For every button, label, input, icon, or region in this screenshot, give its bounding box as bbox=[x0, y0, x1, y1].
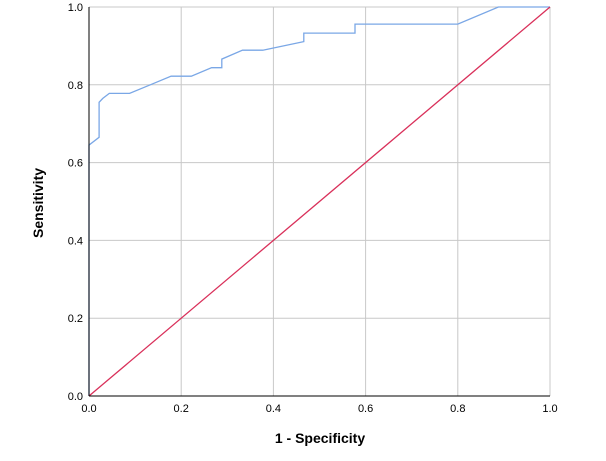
y-tick-label: 0.0 bbox=[68, 391, 83, 403]
y-tick-label: 0.8 bbox=[68, 80, 83, 92]
y-tick-label: 1.0 bbox=[68, 2, 83, 14]
x-axis-title: 1 - Specificity bbox=[275, 430, 365, 446]
y-axis-title: Sensitivity bbox=[30, 168, 46, 238]
y-tick-label: 0.2 bbox=[68, 313, 83, 325]
y-axis-ticks: 0.0 0.2 0.4 0.6 0.8 1.0 bbox=[68, 2, 83, 403]
x-tick-label: 0.6 bbox=[358, 403, 373, 415]
roc-curve-line bbox=[88, 6, 550, 396]
x-tick-label: 0.0 bbox=[81, 403, 96, 415]
series-layer bbox=[88, 6, 551, 397]
reference-diagonal-line bbox=[88, 6, 551, 397]
x-tick-label: 1.0 bbox=[542, 403, 557, 415]
x-tick-label: 0.8 bbox=[450, 403, 465, 415]
y-tick-label: 0.4 bbox=[68, 235, 83, 247]
x-tick-label: 0.4 bbox=[266, 403, 281, 415]
x-axis-ticks: 0.0 0.2 0.4 0.6 0.8 1.0 bbox=[81, 403, 557, 415]
x-tick-label: 0.2 bbox=[174, 403, 189, 415]
y-tick-label: 0.6 bbox=[68, 158, 83, 170]
plot-frame bbox=[88, 7, 550, 397]
